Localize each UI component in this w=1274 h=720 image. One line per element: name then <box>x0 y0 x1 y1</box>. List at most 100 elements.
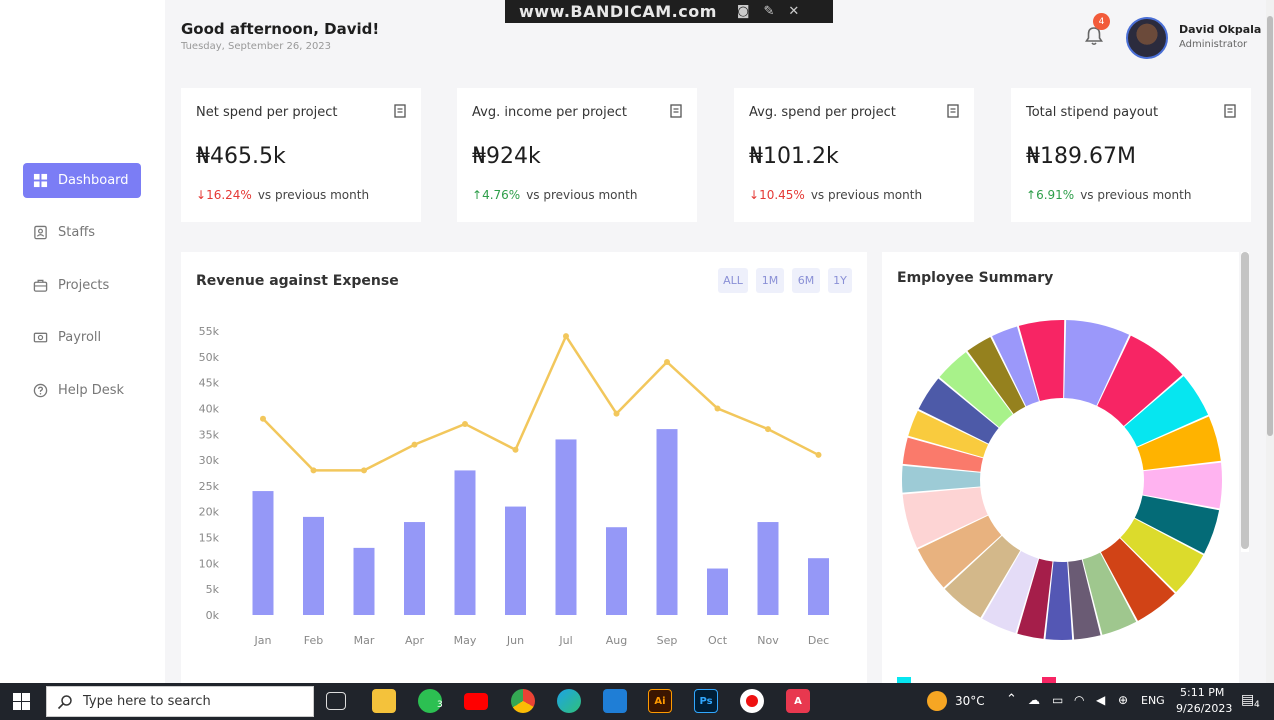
clock-time[interactable]: 5:11 PM <box>1180 686 1225 699</box>
globe-icon[interactable]: ⊕ <box>1118 693 1129 707</box>
line-point-jul[interactable] <box>563 333 569 340</box>
donut-slice-5[interactable] <box>1134 495 1220 554</box>
line-point-sep[interactable] <box>664 358 670 365</box>
battery-icon[interactable]: ▭ <box>1052 693 1064 707</box>
taskbar-search[interactable]: Type here to search <box>46 686 314 717</box>
wifi-icon[interactable]: ◠ <box>1074 693 1085 707</box>
bar-aug[interactable] <box>606 527 627 615</box>
page-scrollbar[interactable] <box>1266 0 1274 683</box>
donut-slice-9[interactable] <box>1068 559 1101 640</box>
windows-start-icon[interactable] <box>13 693 30 710</box>
bar-may[interactable] <box>454 470 476 615</box>
line-point-oct[interactable] <box>714 405 721 412</box>
donut-slice-7[interactable] <box>1100 538 1175 621</box>
stat-card-avg-spend: Avg. spend per project ₦101.2k ↓10.45% vs… <box>734 88 974 222</box>
donut-slice-10[interactable] <box>1045 561 1073 640</box>
pencil-icon[interactable]: ✎ <box>763 4 775 19</box>
donut-slice-16[interactable] <box>902 465 981 493</box>
bandicam-app-icon[interactable] <box>740 689 764 713</box>
stat-change: ↑6.91% vs previous month <box>1026 188 1191 202</box>
bar-jul[interactable] <box>555 439 577 615</box>
line-point-apr[interactable] <box>411 441 418 448</box>
line-point-dec[interactable] <box>815 451 822 458</box>
line-point-jun[interactable] <box>512 446 519 453</box>
bar-dec[interactable] <box>808 558 829 615</box>
edge-icon[interactable] <box>557 689 581 713</box>
document-icon[interactable] <box>1224 104 1236 118</box>
document-icon[interactable] <box>394 104 406 118</box>
scrollbar-thumb[interactable] <box>1241 252 1249 549</box>
donut-slice-23[interactable] <box>1018 320 1065 402</box>
bar-nov[interactable] <box>757 522 779 615</box>
donut-slice-14[interactable] <box>917 515 1002 588</box>
sidebar-item-projects[interactable]: Projects <box>23 268 141 303</box>
donut-slice-1[interactable] <box>1097 335 1183 426</box>
sidebar-item-dashboard[interactable]: Dashboard <box>23 163 141 198</box>
line-point-feb[interactable] <box>310 467 317 474</box>
bar-jun[interactable] <box>505 506 526 615</box>
sidebar-item-staffs[interactable]: Staffs <box>23 215 141 250</box>
notification-center-icon[interactable]: ▤ <box>1241 692 1255 708</box>
donut-slice-0[interactable] <box>1064 320 1130 406</box>
page-scrollbar-thumb[interactable] <box>1267 16 1273 436</box>
bar-oct[interactable] <box>707 568 728 615</box>
task-view-icon[interactable] <box>326 692 346 710</box>
document-icon[interactable] <box>670 104 682 118</box>
line-point-aug[interactable] <box>613 410 620 417</box>
clock-date[interactable]: 9/26/2023 <box>1176 702 1233 715</box>
photoshop-icon[interactable]: Ps <box>694 689 718 713</box>
y-tick-label: 45k <box>199 377 220 390</box>
stat-value: ₦101.2k <box>749 144 839 169</box>
stat-card-avg-income: Avg. income per project ₦924k ↑4.76% vs p… <box>457 88 697 222</box>
donut-slice-19[interactable] <box>918 378 999 444</box>
whatsapp-icon[interactable] <box>418 689 442 713</box>
donut-slice-8[interactable] <box>1082 552 1137 635</box>
line-point-jan[interactable] <box>260 415 266 422</box>
donut-slice-4[interactable] <box>1142 462 1222 509</box>
donut-slice-12[interactable] <box>982 551 1039 634</box>
donut-slice-3[interactable] <box>1137 416 1221 471</box>
line-point-mar[interactable] <box>361 467 367 474</box>
file-explorer-icon[interactable] <box>372 689 396 713</box>
stat-change-percent: 4.76% <box>482 188 521 202</box>
volume-icon[interactable]: ◀ <box>1096 693 1106 707</box>
range-all-button[interactable]: ALL <box>718 268 748 293</box>
range-1m-button[interactable]: 1M <box>756 268 784 293</box>
language-indicator[interactable]: ENG <box>1141 694 1165 707</box>
employee-card-scrollbar[interactable] <box>1241 252 1249 552</box>
bar-sep[interactable] <box>656 429 678 615</box>
chrome-icon[interactable] <box>511 689 535 713</box>
donut-slice-6[interactable] <box>1120 518 1204 593</box>
sidebar-item-help-desk[interactable]: Help Desk <box>23 373 141 408</box>
range-6m-button[interactable]: 6M <box>792 268 820 293</box>
donut-slice-20[interactable] <box>939 352 1013 428</box>
camera-icon[interactable]: ◙ <box>736 4 750 19</box>
bar-feb[interactable] <box>303 516 324 615</box>
donut-slice-11[interactable] <box>1017 558 1053 639</box>
donut-slice-17[interactable] <box>902 437 983 472</box>
close-icon[interactable]: ✕ <box>788 4 800 19</box>
vscode-icon[interactable] <box>603 689 627 713</box>
donut-slice-21[interactable] <box>967 336 1026 414</box>
line-point-may[interactable] <box>462 420 468 427</box>
weather-icon[interactable] <box>927 691 947 711</box>
autocad-icon[interactable]: A <box>786 689 810 713</box>
chevron-up-icon[interactable]: ⌃ <box>1006 692 1017 707</box>
donut-slice-15[interactable] <box>902 487 988 548</box>
avatar[interactable] <box>1126 17 1168 59</box>
document-icon[interactable] <box>947 104 959 118</box>
donut-slice-22[interactable] <box>992 326 1039 407</box>
illustrator-icon[interactable]: Ai <box>648 689 672 713</box>
range-1y-button[interactable]: 1Y <box>828 268 852 293</box>
youtube-icon[interactable] <box>464 693 488 710</box>
donut-slice-13[interactable] <box>944 535 1021 618</box>
sidebar-item-payroll[interactable]: Payroll <box>23 320 141 355</box>
cloud-icon[interactable]: ☁ <box>1028 693 1040 707</box>
bar-mar[interactable] <box>353 547 375 615</box>
bar-jan[interactable] <box>252 491 274 615</box>
x-tick-label: Apr <box>405 634 425 647</box>
donut-slice-18[interactable] <box>908 410 989 458</box>
bar-apr[interactable] <box>404 522 425 615</box>
donut-slice-2[interactable] <box>1124 376 1209 447</box>
line-point-nov[interactable] <box>765 426 771 433</box>
